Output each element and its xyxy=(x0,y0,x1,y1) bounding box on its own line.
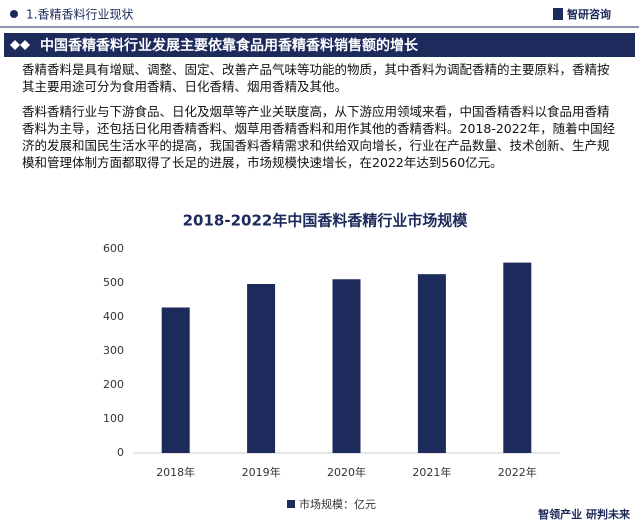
bar xyxy=(417,274,446,453)
paragraph: 香精香料是具有增赋、调整、固定、改善产品气味等功能的物质，其中香料为调配香精的主… xyxy=(22,62,610,94)
banner xyxy=(4,33,635,57)
x-tick-label: 2019年 xyxy=(242,465,281,479)
y-tick-label: 400 xyxy=(103,310,124,323)
y-tick-label: 0 xyxy=(117,446,124,459)
y-tick-label: 300 xyxy=(103,344,124,357)
x-tick-label: 2018年 xyxy=(156,465,195,479)
y-tick-label: 600 xyxy=(103,242,124,255)
bar xyxy=(332,279,361,453)
paragraph: 香料香精行业与下游食品、日化及烟草等产业关联度高，从下游应用领域来看，中国香精香… xyxy=(22,104,616,170)
bullet xyxy=(10,10,18,18)
bar xyxy=(503,262,532,453)
bar xyxy=(247,284,276,453)
bar xyxy=(161,307,190,453)
banner-icon xyxy=(10,40,30,50)
x-tick-label: 2021年 xyxy=(412,465,451,479)
chart-title: 2018-2022年中国香料香精行业市场规模 xyxy=(183,212,469,230)
legend-label: 市场规模：亿元 xyxy=(299,497,376,511)
banner-title: 中国香精香料行业发展主要依靠食品用香精香料销售额的增长 xyxy=(40,37,419,54)
y-tick-label: 100 xyxy=(103,412,124,425)
y-tick-label: 500 xyxy=(103,276,124,289)
section-title: 1.香精香料行业现状 xyxy=(26,8,133,22)
x-tick-label: 2020年 xyxy=(327,465,366,479)
footer: 智领产业 研判未来 xyxy=(538,507,631,521)
y-tick-label: 200 xyxy=(103,378,124,391)
x-tick-label: 2022年 xyxy=(498,465,537,479)
logo: 智研咨询 xyxy=(567,7,611,21)
logo-icon xyxy=(553,8,563,20)
legend-swatch xyxy=(287,500,295,508)
